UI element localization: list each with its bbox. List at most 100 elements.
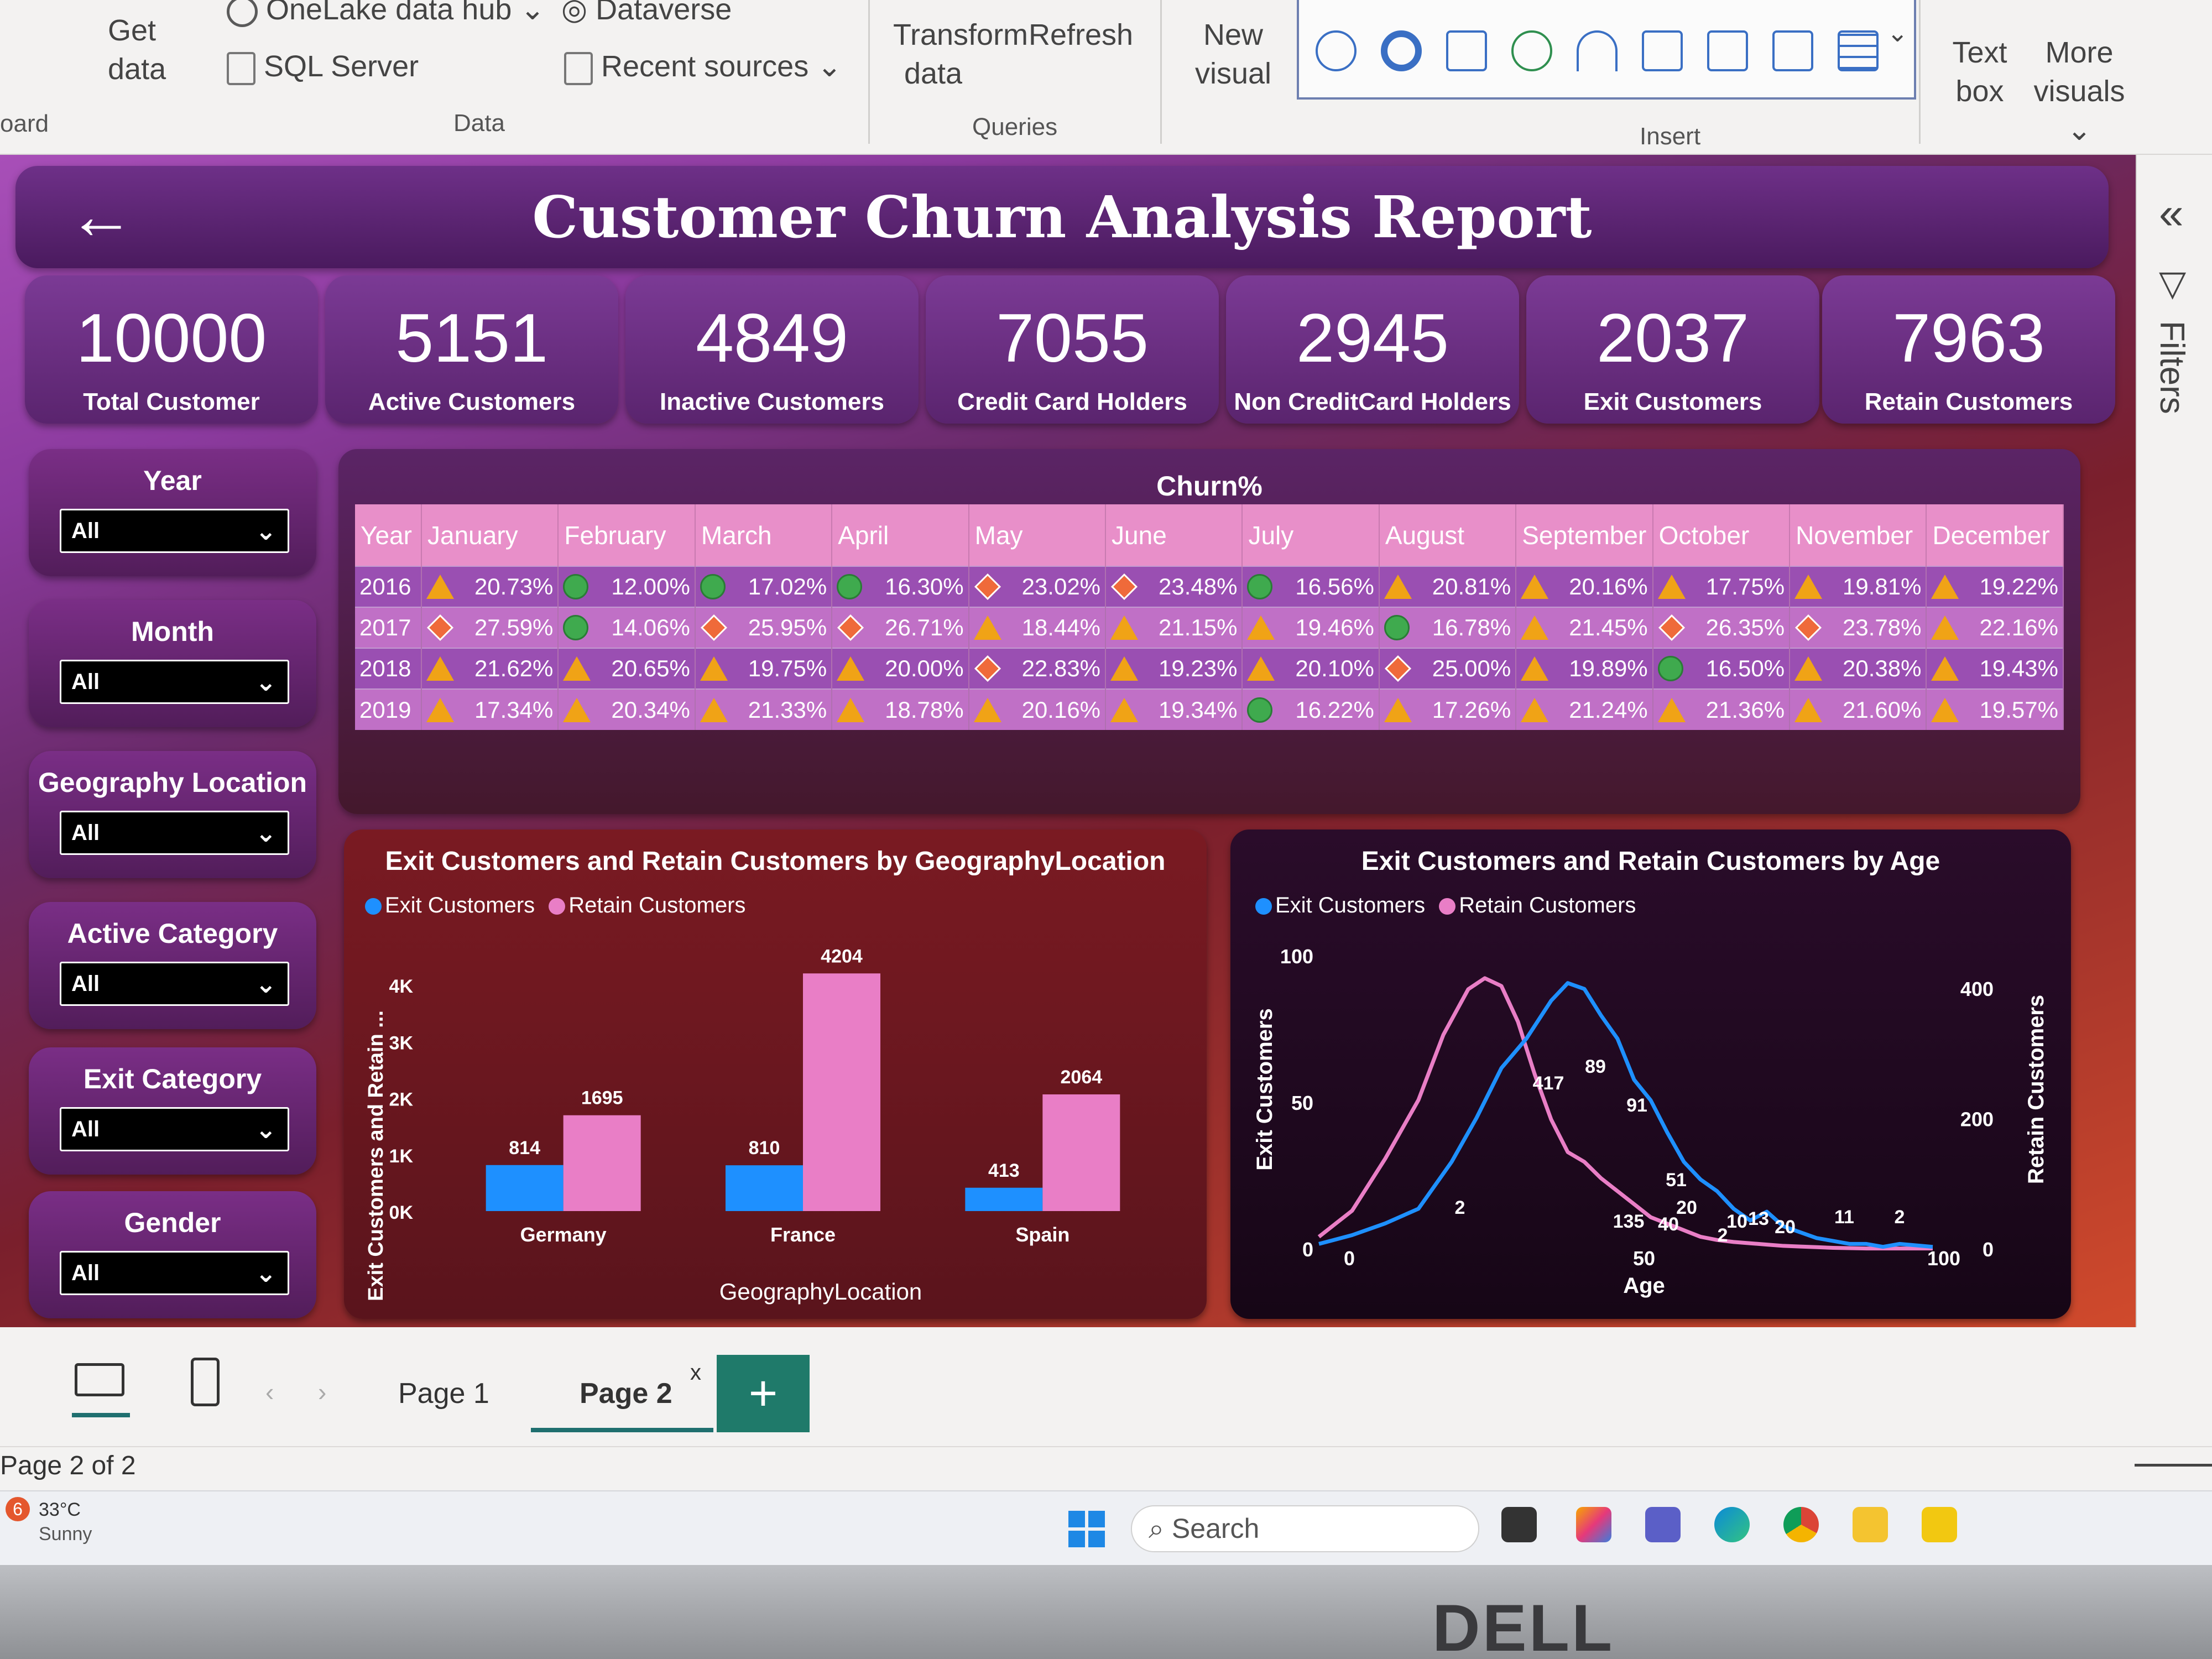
month-dropdown[interactable]: All ⌄ — [60, 660, 289, 704]
bar-data-label: 2064 — [1061, 1067, 1103, 1088]
mobile-view-icon[interactable] — [191, 1358, 220, 1406]
close-page-icon[interactable]: x — [690, 1360, 701, 1385]
churn-cell: 21.33% — [695, 688, 833, 730]
churn-cell: 21.62% — [421, 648, 559, 689]
taskbar-search-box[interactable]: ⌕ Search — [1131, 1505, 1479, 1552]
multi-row-card-icon[interactable] — [1707, 30, 1748, 71]
churn-cell: 20.81% — [1379, 566, 1517, 607]
more-visuals-button[interactable]: More visuals ⌄ — [2033, 36, 2125, 147]
new-visual-button[interactable]: New visual — [1194, 18, 1272, 91]
column-header[interactable]: August — [1379, 504, 1517, 566]
churn-cell-content: 20.10% — [1247, 655, 1374, 682]
recent-sources-button[interactable]: Recent sources ⌄ — [564, 47, 842, 86]
column-header[interactable]: October — [1652, 504, 1791, 566]
back-arrow-icon[interactable]: ← — [68, 179, 134, 253]
line-series-retain — [1317, 976, 1933, 1251]
churn-cell-content: 16.50% — [1657, 655, 1785, 682]
column-header[interactable]: January — [421, 504, 559, 566]
column-header[interactable]: May — [968, 504, 1107, 566]
table-icon[interactable] — [1772, 30, 1813, 71]
gauge-icon[interactable] — [1577, 30, 1618, 71]
refresh-button[interactable]: Refresh — [1029, 18, 1134, 51]
pie-chart-icon[interactable] — [1316, 30, 1357, 71]
get-data-button[interactable]: Get data — [108, 14, 166, 86]
text-box-button[interactable]: Text box — [1952, 36, 2007, 108]
kpi-value: 2037 — [1597, 300, 1749, 377]
onelake-data-hub-button[interactable]: OneLake data hub ⌄ — [227, 0, 545, 29]
legend-label-retain: Retain Customers — [1459, 893, 1636, 917]
column-header[interactable]: December — [1926, 504, 2064, 566]
churn-value: 20.38% — [1843, 655, 1922, 681]
filter-funnel-icon: ▽ — [2159, 263, 2187, 303]
warning-triangle-icon — [426, 656, 454, 681]
churn-cell-content: 19.89% — [1521, 655, 1648, 682]
column-header[interactable]: April — [832, 504, 969, 566]
line-data-label: 91 — [1626, 1095, 1647, 1116]
warning-triangle-icon — [1931, 656, 1959, 681]
sql-server-button[interactable]: SQL Server — [227, 47, 419, 86]
power-bi-icon[interactable] — [1922, 1507, 1957, 1542]
card-icon[interactable] — [1642, 30, 1683, 71]
gallery-expand-icon[interactable]: ⌄ — [1887, 18, 1908, 47]
filters-pane[interactable]: « ▽ Filters — [2136, 155, 2212, 1394]
page-tab-1[interactable]: Page 1 — [398, 1378, 489, 1410]
column-header[interactable]: Year — [355, 504, 422, 566]
year-dropdown[interactable]: All ⌄ — [60, 509, 289, 553]
churn-cell-content: 19.34% — [1110, 697, 1237, 723]
churn-cell: 27.59% — [421, 607, 559, 648]
column-header[interactable]: November — [1790, 504, 1927, 566]
legend-swatch-retain — [549, 898, 566, 915]
ribbon-separator — [1160, 0, 1162, 144]
chrome-icon[interactable] — [1783, 1507, 1819, 1542]
age-line-chart-visual[interactable]: Exit Customers and Retain Customers by A… — [1230, 830, 2071, 1319]
donut-chart-icon[interactable] — [1381, 30, 1422, 71]
geography-dropdown[interactable]: All ⌄ — [60, 811, 289, 855]
status-bar: Page 2 of 2 — [0, 1446, 2212, 1490]
dataverse-button[interactable]: ◎ Dataverse — [561, 0, 732, 29]
active-category-dropdown[interactable]: All ⌄ — [60, 962, 289, 1006]
exit-category-dropdown[interactable]: All ⌄ — [60, 1107, 289, 1151]
weather-temp[interactable]: 33°C — [39, 1499, 81, 1520]
collapse-chevrons-icon[interactable]: « — [2159, 189, 2184, 238]
teams-icon[interactable] — [1645, 1507, 1681, 1542]
column-header[interactable]: July — [1242, 504, 1380, 566]
zoom-slider[interactable] — [2135, 1464, 2212, 1467]
column-header[interactable]: June — [1105, 504, 1243, 566]
churn-cell: 19.57% — [1926, 688, 2064, 730]
previous-page-icon[interactable]: ‹ — [265, 1378, 274, 1406]
column-header[interactable]: March — [695, 504, 833, 566]
treemap-icon[interactable] — [1446, 30, 1487, 71]
edge-icon[interactable] — [1714, 1507, 1750, 1542]
desktop-view-icon[interactable] — [75, 1363, 124, 1396]
copilot-icon[interactable] — [1576, 1507, 1611, 1542]
churn-cell: 21.45% — [1516, 607, 1653, 648]
churn-cell: 25.95% — [695, 607, 833, 648]
churn-cell-content: 16.56% — [1247, 573, 1374, 600]
churn-value: 20.16% — [1021, 696, 1101, 723]
add-page-button[interactable]: + — [717, 1355, 810, 1432]
task-view-icon[interactable] — [1501, 1507, 1537, 1542]
churn-value: 12.00% — [611, 573, 690, 599]
page-tab-2[interactable]: Page 2 — [580, 1378, 672, 1410]
file-explorer-icon[interactable] — [1853, 1507, 1888, 1542]
bar-exit — [726, 1165, 803, 1211]
green-circle-icon — [1247, 574, 1273, 599]
churn-cell: 23.48% — [1105, 566, 1243, 607]
gender-dropdown[interactable]: All ⌄ — [60, 1251, 289, 1295]
transform-data-button[interactable]: Transform data — [893, 18, 1029, 91]
churn-cell-content: 21.33% — [700, 697, 827, 723]
map-icon[interactable] — [1511, 30, 1552, 71]
visual-gallery — [1297, 0, 1916, 100]
matrix-icon[interactable] — [1838, 30, 1879, 71]
onelake-icon — [227, 0, 258, 27]
y-tick-label: 0K — [389, 1202, 414, 1223]
slicer-title: Gender — [124, 1207, 221, 1238]
column-header[interactable]: February — [558, 504, 696, 566]
geography-bar-chart-visual[interactable]: Exit Customers and Retain Customers by G… — [344, 830, 1207, 1319]
next-page-icon[interactable]: › — [318, 1378, 327, 1406]
windows-start-icon[interactable] — [1068, 1511, 1105, 1547]
churn-matrix-visual[interactable]: Churn% Year January February March April May J… — [338, 449, 2080, 814]
dropdown-value: All — [71, 519, 100, 543]
line-data-label: 51 — [1666, 1170, 1687, 1191]
column-header[interactable]: September — [1516, 504, 1653, 566]
